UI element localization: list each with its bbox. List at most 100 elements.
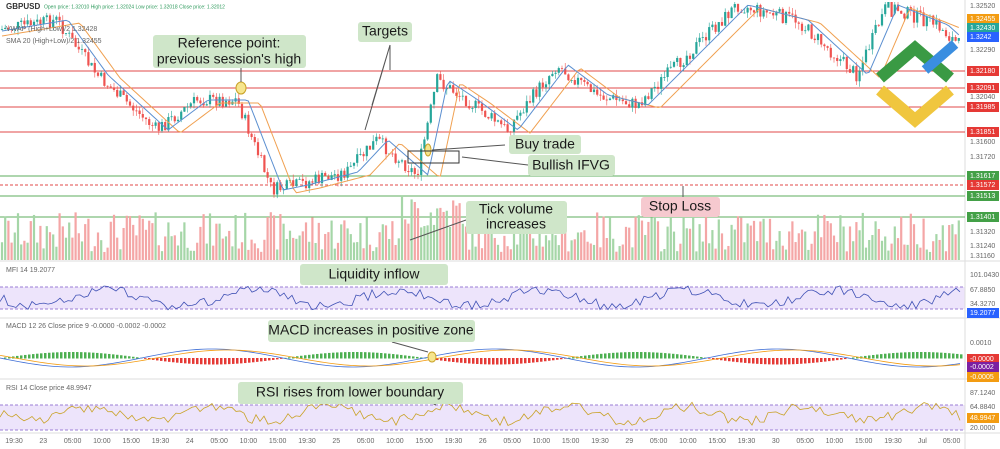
candle-body: [836, 58, 839, 62]
volume-bar: [493, 237, 496, 260]
annotation: RSI rises from lower boundary: [256, 384, 444, 400]
candle-body: [564, 68, 567, 75]
volume-bar: [749, 225, 752, 260]
volume-bar: [858, 230, 861, 260]
volume-bar: [186, 247, 189, 260]
logo: [876, 40, 959, 128]
macd-hist: [60, 352, 63, 359]
volume-bar: [820, 237, 823, 260]
volume-bar: [93, 246, 96, 260]
candle-body: [714, 24, 717, 32]
candle-body: [384, 138, 388, 155]
volume-bar: [752, 220, 756, 260]
macd-hist: [536, 358, 539, 363]
volume-bar: [148, 220, 151, 260]
volume-bar: [176, 245, 180, 260]
volume-bar: [138, 215, 141, 260]
volume-bar: [301, 231, 304, 260]
time-label: 24: [186, 438, 194, 445]
candle-body: [173, 116, 176, 122]
candle-body: [167, 117, 170, 131]
value-tag: [967, 413, 999, 423]
volume-bar: [346, 228, 349, 260]
candle-body: [48, 15, 52, 28]
candle-body: [922, 12, 925, 27]
candle-body: [170, 116, 173, 118]
volume-bar: [154, 212, 157, 260]
macd-hist: [916, 352, 919, 359]
candle-body: [733, 4, 736, 8]
volume-bar: [13, 232, 16, 260]
volume-bar: [55, 246, 58, 260]
logo-green: [876, 40, 954, 83]
candle-body: [458, 95, 461, 97]
volume-bar: [688, 228, 692, 260]
macd-hist: [880, 354, 883, 359]
volume-bar: [192, 250, 196, 260]
volume-bar: [320, 249, 324, 260]
candle-body: [103, 72, 106, 86]
volume-bar: [951, 224, 954, 260]
volume-bar: [285, 238, 288, 260]
volume-bar: [954, 234, 957, 260]
value-tag: [967, 372, 999, 382]
macd-hist: [188, 358, 191, 364]
macd-hist: [888, 353, 891, 359]
volume-bar: [228, 230, 231, 260]
macd-hist: [172, 358, 175, 363]
macd-hist: [220, 358, 223, 365]
candle-body: [183, 107, 186, 112]
volume-bar: [439, 207, 442, 260]
volume-bar: [77, 233, 80, 260]
candle-body: [554, 72, 557, 74]
macd-hist: [616, 352, 619, 359]
macd-hist: [928, 352, 931, 359]
volume-bar: [167, 222, 170, 260]
volume-bar: [612, 238, 615, 260]
macd-hist: [108, 353, 111, 359]
candle-body: [532, 89, 535, 103]
candle-body: [516, 115, 519, 120]
candle-body: [605, 99, 608, 101]
candle-body: [199, 100, 202, 104]
vwap-line: [1, 4, 960, 191]
macd-hist: [276, 358, 279, 360]
macd-hist: [468, 358, 471, 364]
volume-bar: [436, 208, 439, 260]
macd-hist: [744, 358, 747, 363]
macd-hist: [416, 356, 419, 359]
volume-bar: [503, 235, 506, 260]
volume-bar: [893, 226, 896, 260]
volume-bar: [880, 240, 884, 260]
volume-bar: [368, 244, 372, 260]
candle-body: [448, 85, 452, 89]
macd-hist: [312, 354, 315, 359]
candle-body: [810, 24, 813, 39]
candle-body: [583, 80, 586, 82]
candle-body: [212, 94, 215, 97]
macd-hist: [900, 352, 903, 359]
volume-bar: [740, 217, 743, 260]
candle-body: [788, 11, 791, 14]
volume-bar: [676, 251, 679, 260]
candle-body: [205, 104, 208, 106]
candle-body: [42, 17, 45, 25]
candle-body: [256, 142, 260, 156]
macd-hist: [700, 357, 703, 359]
price-tag: [967, 127, 999, 137]
candle-body: [701, 37, 704, 38]
candle-body: [903, 13, 906, 19]
candle-body: [800, 23, 804, 31]
macd-hist: [356, 352, 359, 359]
volume-bar: [87, 218, 90, 260]
macd-hist: [908, 352, 911, 359]
volume-bar: [410, 199, 413, 260]
candle-body: [416, 173, 420, 175]
macd-hist: [940, 352, 943, 359]
macd-hist: [4, 357, 7, 359]
volume-bar: [496, 244, 500, 260]
candle-body: [490, 113, 493, 119]
time-label: 15:00: [122, 438, 140, 445]
volume-bar: [452, 200, 455, 260]
candle-body: [544, 84, 548, 88]
